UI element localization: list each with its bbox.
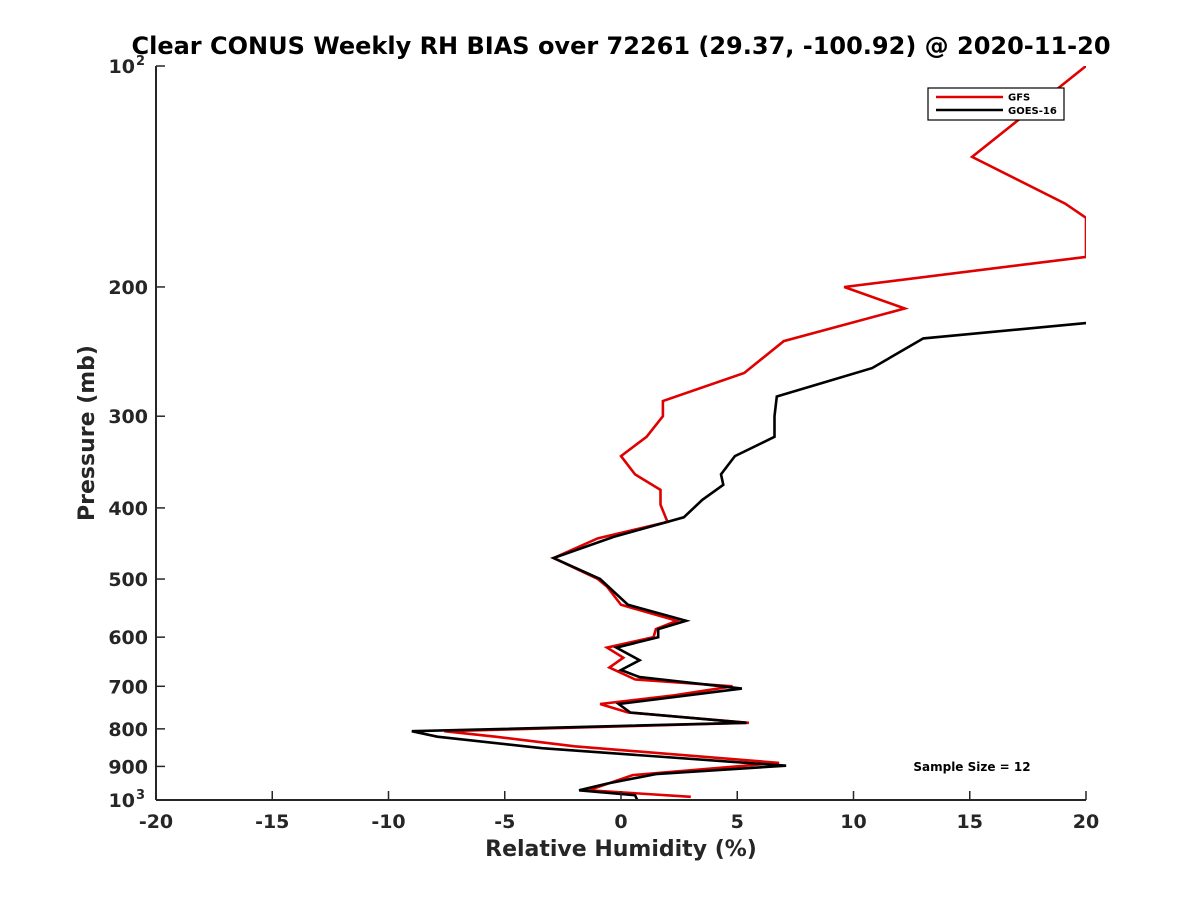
x-tick-layer: -20 -15 -10 -5 0 5 10 15 20 (139, 791, 1099, 833)
y-tick-label: 600 (108, 627, 148, 649)
x-tick-label: 5 (731, 811, 744, 833)
sample-size-annotation: Sample Size = 12 (913, 760, 1030, 774)
x-tick-label: -10 (371, 811, 405, 833)
chart-title: Clear CONUS Weekly RH BIAS over 72261 (2… (131, 32, 1110, 60)
x-tick-label: 10 (840, 811, 866, 833)
y-tick-label: 900 (108, 756, 148, 778)
plot-area (156, 66, 1086, 800)
legend-label-goes16: GOES-16 (1008, 106, 1057, 117)
x-tick-label: 15 (957, 811, 983, 833)
legend-label-gfs: GFS (1008, 93, 1030, 104)
y-tick-label: 300 (108, 406, 148, 428)
legend: GFS GOES-16 (927, 87, 1065, 121)
legend-box (927, 87, 1065, 121)
y-axis-label: Pressure (mb) (75, 345, 100, 521)
x-tick-label: 20 (1073, 811, 1099, 833)
x-axis-label: Relative Humidity (%) (485, 837, 757, 862)
x-tick-label: 0 (614, 811, 627, 833)
x-tick-label: -5 (494, 811, 515, 833)
y-tick-label: 800 (108, 719, 148, 741)
y-tick-label: 400 (108, 498, 148, 520)
y-tick-label: 700 (108, 676, 148, 698)
y-tick-label: 10 (109, 56, 135, 78)
y-tick-exponent: 3 (136, 788, 145, 803)
x-tick-label: -15 (255, 811, 289, 833)
x-tick-label: -20 (139, 811, 173, 833)
series-layer (411, 66, 1086, 800)
y-tick-label: 500 (108, 569, 148, 591)
y-tick-label: 10 (109, 790, 135, 812)
y-tick-exponent: 2 (136, 54, 145, 69)
y-tick-label: 200 (108, 277, 148, 299)
series-line-goes16 (411, 321, 1086, 800)
